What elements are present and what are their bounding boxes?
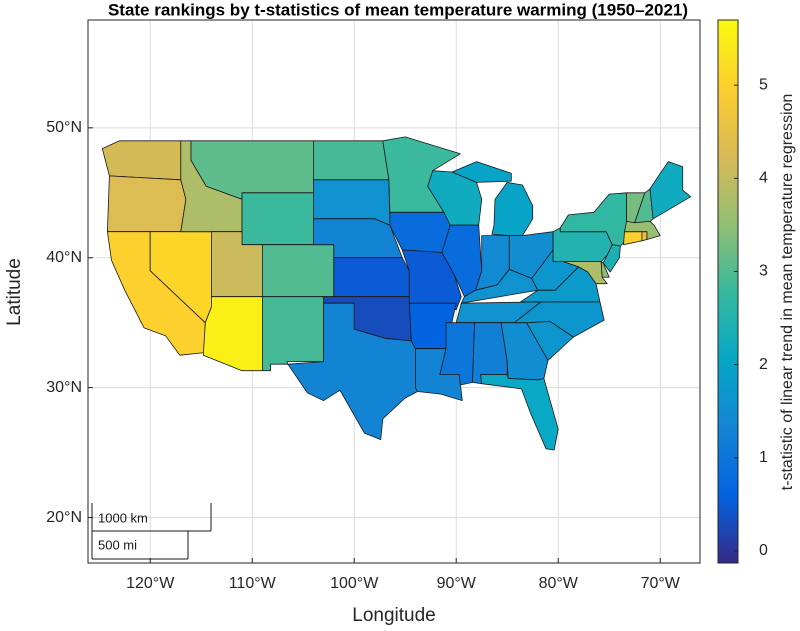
x-axis-label: Longitude bbox=[352, 605, 435, 626]
state-region bbox=[602, 244, 621, 273]
colorbar bbox=[717, 19, 739, 564]
y-axis-label: Latitude bbox=[4, 258, 25, 326]
y-tick-label: 30°N bbox=[46, 379, 82, 396]
state-region bbox=[287, 302, 418, 440]
state-region bbox=[480, 374, 559, 451]
x-tick-label: 80°W bbox=[539, 575, 579, 592]
y-tick-label: 50°N bbox=[46, 119, 82, 136]
state-region bbox=[623, 231, 643, 246]
colorbar-tick-label: 5 bbox=[759, 76, 768, 93]
state-region bbox=[262, 296, 324, 372]
colorbar-tick-label: 3 bbox=[759, 263, 768, 280]
state-region bbox=[649, 161, 692, 220]
state-region bbox=[101, 140, 182, 181]
state-region bbox=[107, 175, 187, 233]
map-title: State rankings by t-statistics of mean t… bbox=[108, 0, 688, 19]
colorbar-tick-label: 4 bbox=[759, 170, 768, 187]
scale-bar-label: 1000 km bbox=[98, 510, 148, 525]
state-region bbox=[624, 221, 661, 240]
state-region bbox=[313, 140, 390, 181]
x-tick-label: 120°W bbox=[126, 575, 175, 592]
state-region bbox=[262, 244, 335, 298]
state-region bbox=[313, 179, 391, 226]
x-tick-label: 110°W bbox=[229, 575, 277, 592]
state-region bbox=[562, 261, 608, 285]
colorbar-tick-label: 1 bbox=[759, 449, 768, 466]
axes-box bbox=[87, 19, 701, 564]
colorbar-tick-label: 0 bbox=[759, 542, 768, 559]
x-tick-label: 100°W bbox=[330, 575, 379, 592]
state-region bbox=[634, 188, 654, 224]
state-region bbox=[641, 231, 648, 242]
y-tick-label: 40°N bbox=[46, 249, 82, 266]
state-region bbox=[333, 257, 410, 298]
y-tick-label: 20°N bbox=[46, 509, 82, 526]
scale-bar-label: 500 mi bbox=[98, 537, 137, 552]
states bbox=[101, 136, 692, 451]
x-tick-label: 90°W bbox=[437, 575, 477, 592]
colorbar-label: t-statistic of linear trend in mean temp… bbox=[779, 94, 796, 491]
scale-bar: 1000 km 500 mi bbox=[91, 503, 212, 560]
colorbar-tick-label: 2 bbox=[759, 356, 768, 373]
state-region bbox=[552, 227, 613, 262]
x-tick-label: 70°W bbox=[641, 575, 681, 592]
state-region bbox=[202, 296, 263, 372]
state-region bbox=[241, 192, 314, 246]
